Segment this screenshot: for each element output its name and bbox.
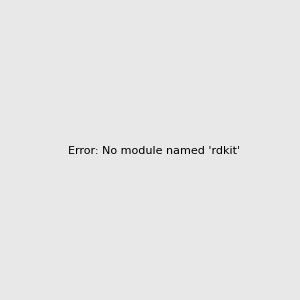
Text: Error: No module named 'rdkit': Error: No module named 'rdkit' [68, 146, 240, 157]
